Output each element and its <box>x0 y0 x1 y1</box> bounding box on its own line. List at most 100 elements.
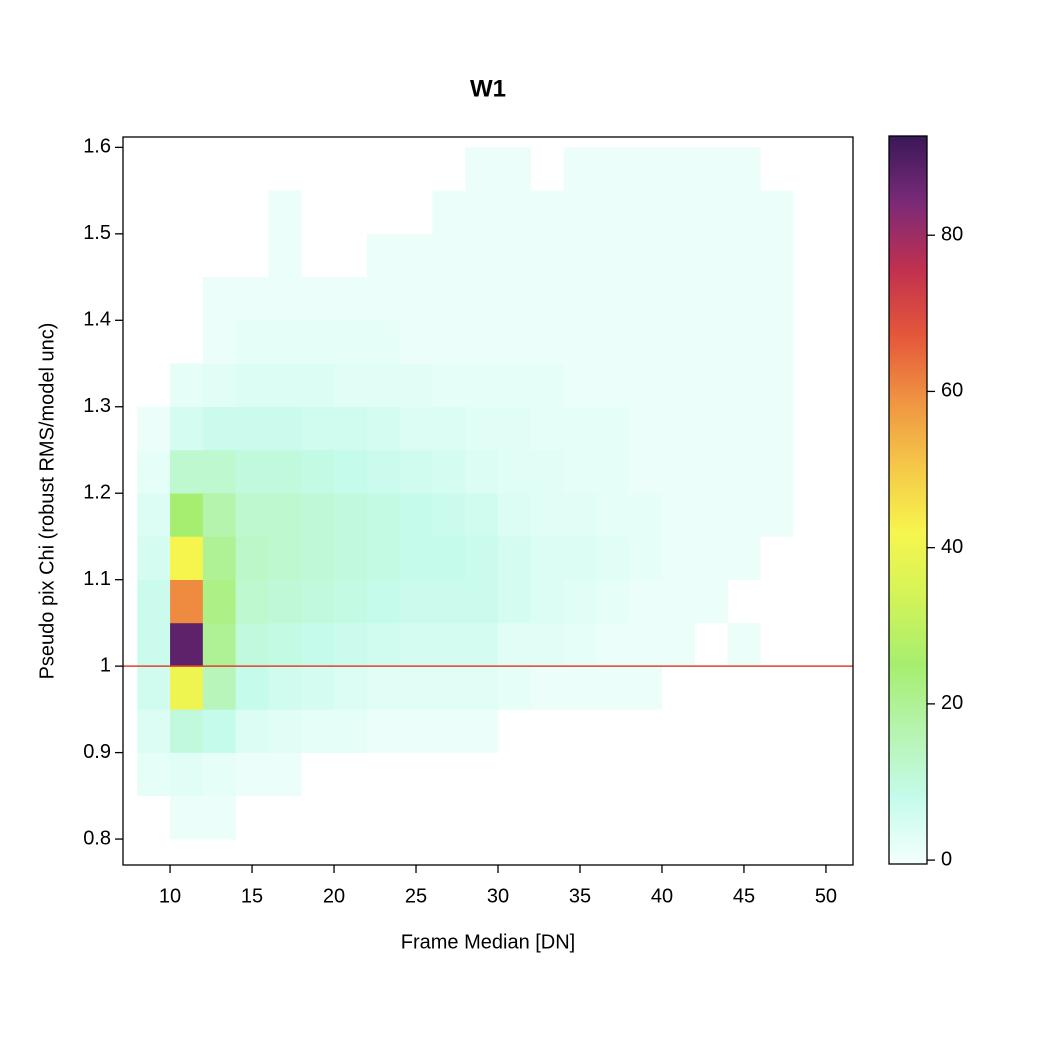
cell <box>596 406 630 451</box>
cell <box>563 579 597 624</box>
cell <box>235 363 269 408</box>
cell <box>202 579 236 624</box>
cell <box>268 277 302 321</box>
cell <box>366 406 400 451</box>
cell <box>301 536 335 580</box>
cell <box>432 579 466 624</box>
cell <box>366 233 400 278</box>
chart-title: W1 <box>470 75 506 102</box>
y-tick-label: 0.8 <box>83 827 111 849</box>
cell <box>432 363 466 408</box>
colorbar-tick-label: 80 <box>941 223 963 245</box>
cell <box>465 536 499 580</box>
plot-frame <box>122 136 854 866</box>
x-tick-label: 50 <box>815 885 837 907</box>
cell <box>563 147 597 191</box>
cell <box>530 666 564 710</box>
y-tick-label: 1.3 <box>83 395 111 417</box>
cell <box>334 666 368 710</box>
cell <box>694 233 728 278</box>
colorbar-tick-label: 40 <box>941 536 963 558</box>
cell <box>727 622 761 667</box>
cell <box>596 233 630 278</box>
cell <box>596 190 630 235</box>
cell <box>301 493 335 537</box>
y-tick-label: 1.1 <box>83 568 111 590</box>
cell <box>530 449 564 494</box>
cell <box>432 406 466 451</box>
cell <box>563 449 597 494</box>
cell <box>661 579 696 624</box>
y-tick-label: 1 <box>100 654 111 676</box>
cell <box>301 363 335 408</box>
cell <box>498 277 532 321</box>
cell <box>202 320 236 364</box>
cell <box>366 493 400 537</box>
cell <box>366 449 400 494</box>
cell <box>629 493 663 537</box>
cell <box>694 277 728 321</box>
cell <box>268 406 302 451</box>
cell <box>268 320 302 364</box>
cell <box>760 493 794 537</box>
cell <box>465 449 499 494</box>
cell <box>268 709 302 753</box>
cell <box>334 622 368 667</box>
cell <box>661 320 696 364</box>
cell <box>694 190 728 235</box>
cell <box>268 449 302 494</box>
cell <box>366 709 400 753</box>
cell <box>399 579 433 624</box>
y-tick-label: 1.2 <box>83 481 111 503</box>
cell <box>170 666 204 710</box>
cell <box>399 622 433 667</box>
cell <box>694 363 728 408</box>
cell <box>629 233 663 278</box>
cell <box>334 363 368 408</box>
cell <box>465 666 499 710</box>
cell <box>137 449 171 494</box>
cell <box>334 406 368 451</box>
cell <box>563 493 597 537</box>
cell <box>235 277 269 321</box>
cell <box>629 536 663 580</box>
cell <box>137 406 171 451</box>
cell <box>530 622 564 667</box>
cell <box>465 363 499 408</box>
cell <box>170 579 204 624</box>
cell <box>202 363 236 408</box>
cell <box>301 622 335 667</box>
cell <box>563 277 597 321</box>
cell <box>530 363 564 408</box>
cell <box>563 233 597 278</box>
x-tick-label: 40 <box>651 885 673 907</box>
colorbar-tick-label: 60 <box>941 380 963 402</box>
cell <box>563 666 597 710</box>
cell <box>170 493 204 537</box>
cell <box>563 363 597 408</box>
cell <box>202 795 236 840</box>
x-tick-label: 20 <box>323 885 345 907</box>
cell <box>596 147 630 191</box>
cell <box>694 493 728 537</box>
x-tick-label: 35 <box>569 885 591 907</box>
cell <box>170 536 204 580</box>
cell <box>170 363 204 408</box>
cell <box>170 449 204 494</box>
cell <box>432 190 466 235</box>
cell <box>202 622 236 667</box>
cell <box>366 277 400 321</box>
cell <box>661 233 696 278</box>
cell <box>596 666 630 710</box>
cell <box>629 320 663 364</box>
cell <box>563 622 597 667</box>
cell <box>268 666 302 710</box>
cell <box>432 233 466 278</box>
cell <box>727 320 761 364</box>
cell <box>301 406 335 451</box>
cell <box>170 406 204 451</box>
cell <box>596 363 630 408</box>
cell <box>661 406 696 451</box>
cell <box>760 406 794 451</box>
cell <box>334 449 368 494</box>
